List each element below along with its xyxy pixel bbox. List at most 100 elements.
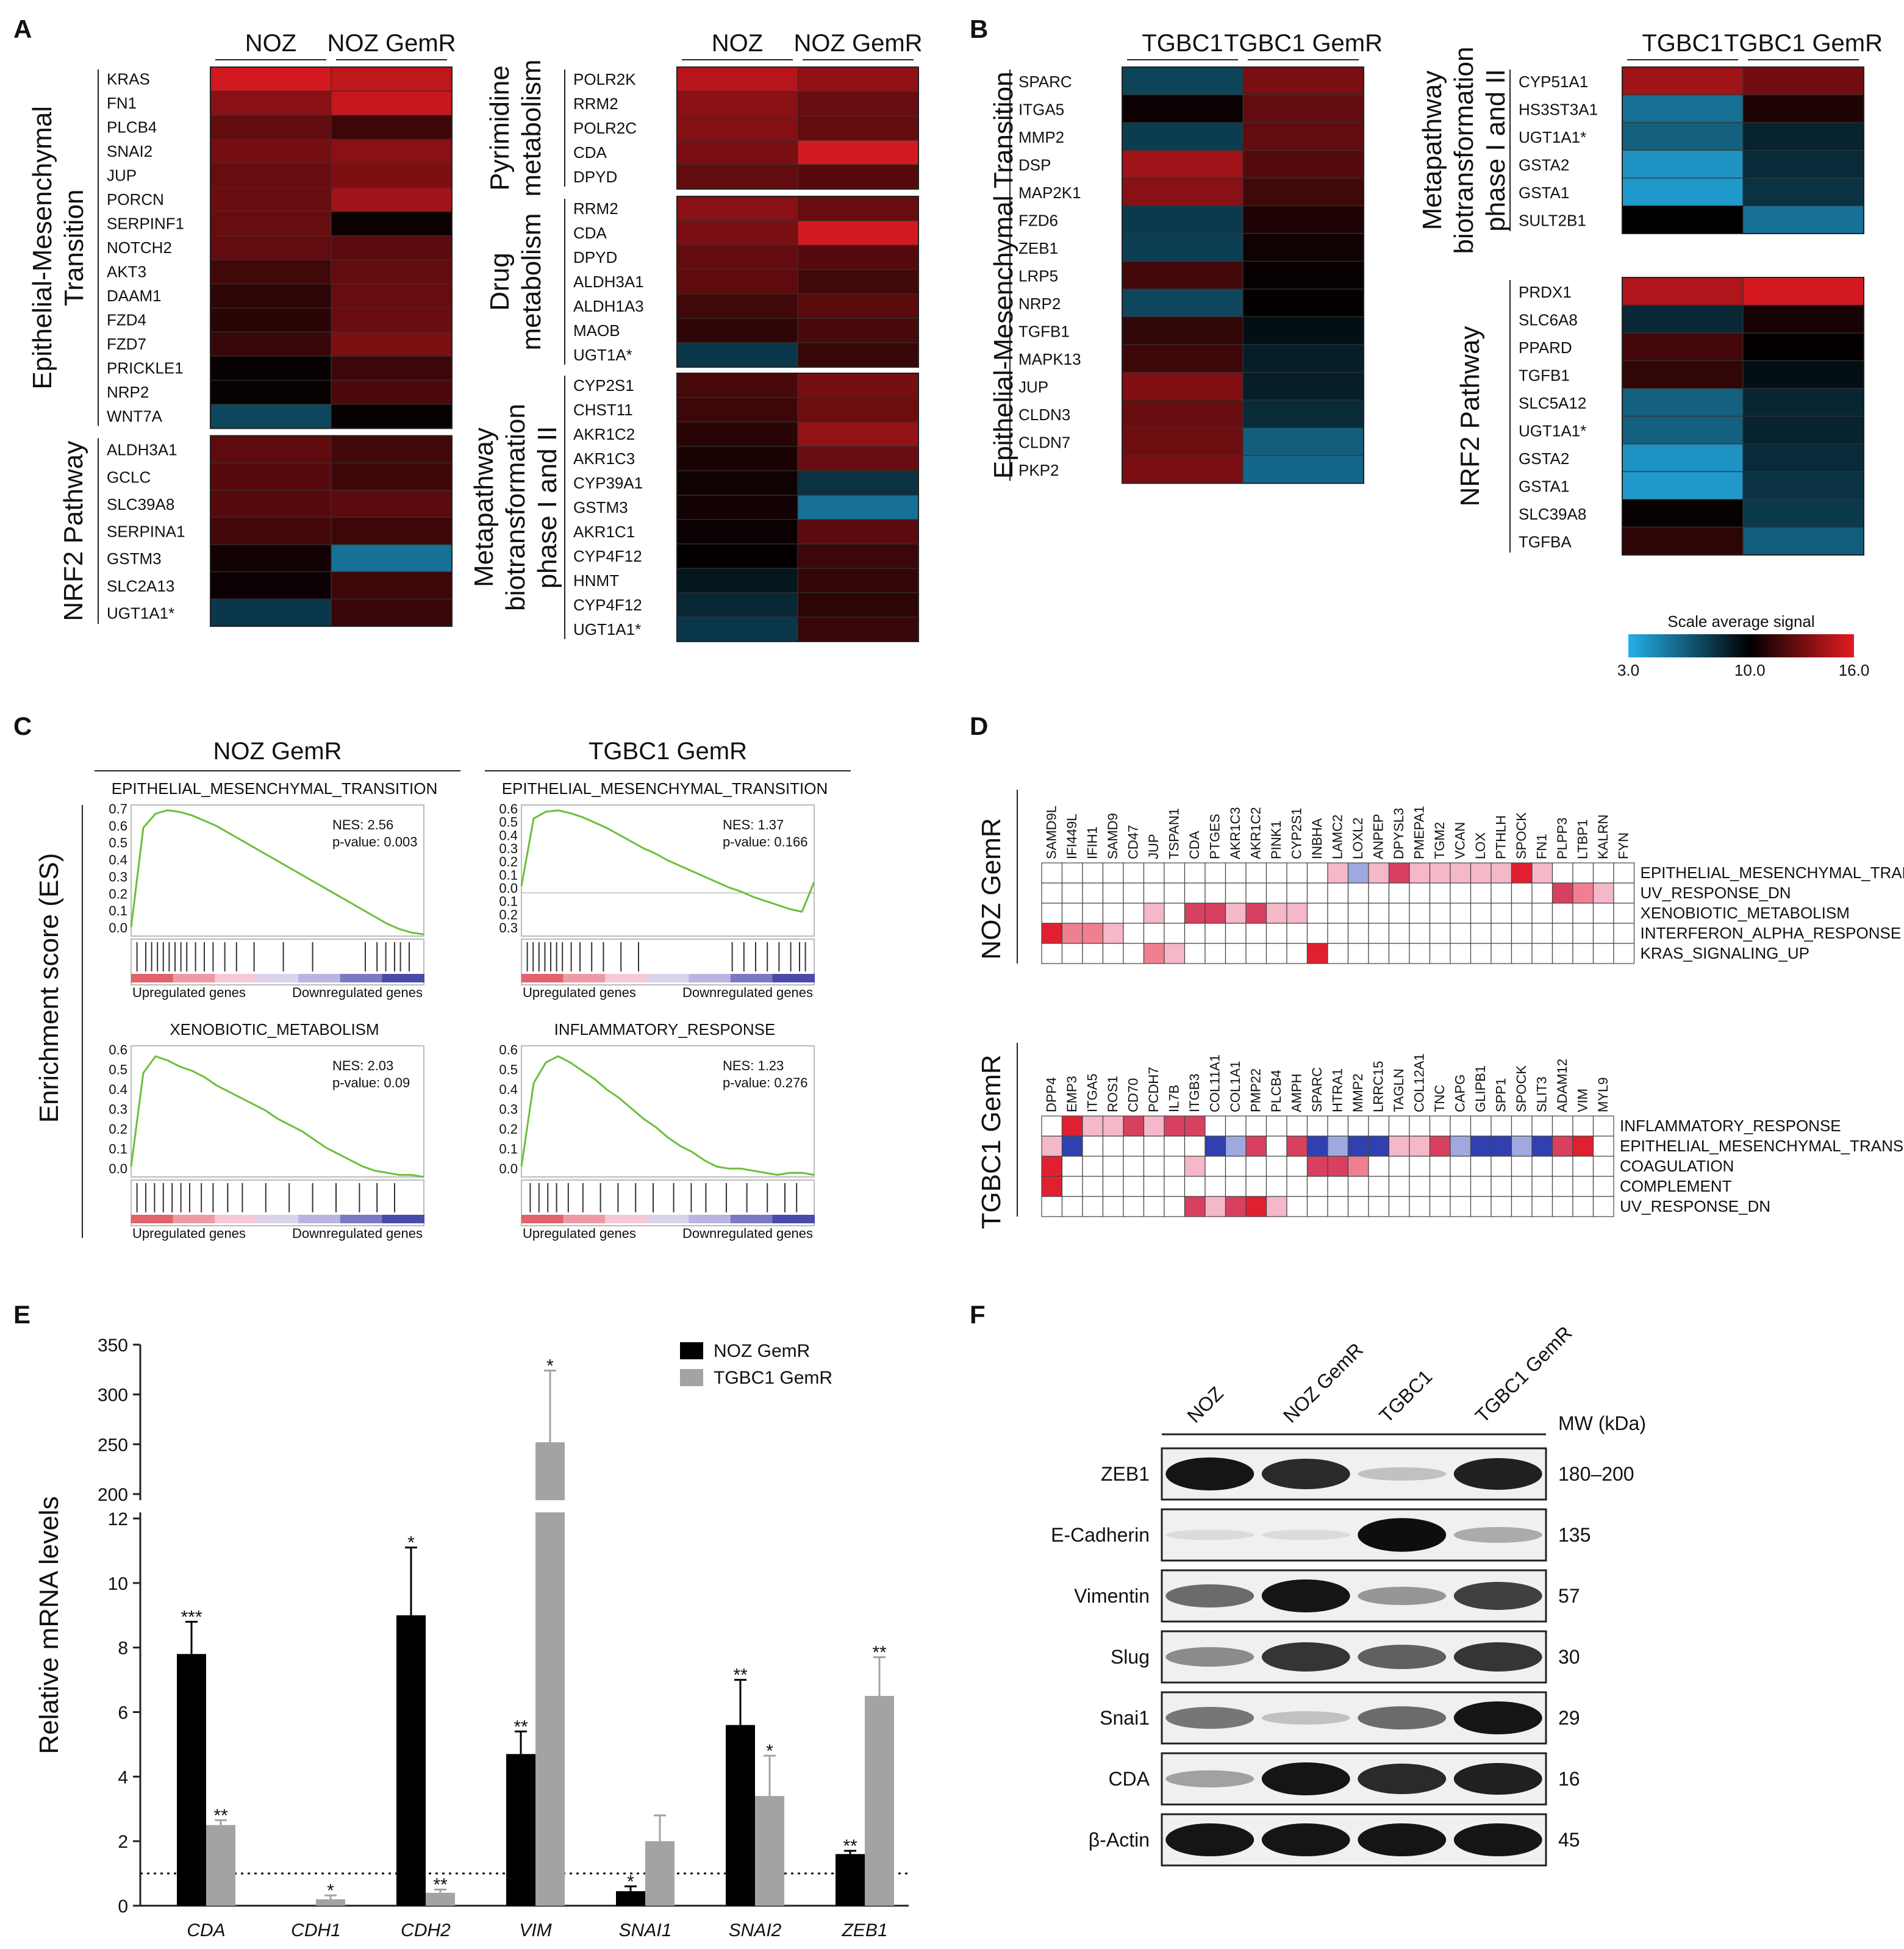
- f-protein-label: Vimentin: [1074, 1585, 1150, 1607]
- d-top-cell: [1613, 882, 1635, 904]
- d-bottom-cell: [1511, 1135, 1533, 1157]
- a-emt-heatmap-cell: [331, 404, 453, 429]
- a-emt-heatmap-cell: [331, 90, 453, 116]
- f-blot-band: [1453, 1642, 1542, 1672]
- d-top-cell: [1143, 903, 1165, 924]
- b-meta-heatmap-cell: [1742, 94, 1864, 123]
- a-meta-heatmap-cell: [797, 373, 919, 398]
- gsea-y-tick: 0.0: [499, 881, 518, 896]
- gsea-es-curve: [520, 809, 815, 913]
- b-emt-gene-label: PKP2: [1018, 461, 1059, 479]
- a-nrf2-heatmap-cell: [210, 544, 332, 573]
- d-bottom-cell: [1102, 1176, 1124, 1197]
- d-top-cell: [1184, 862, 1206, 884]
- e-bar: [535, 1442, 565, 1500]
- d-bottom-cell: [1102, 1196, 1124, 1217]
- a-emt-heatmap-cell: [210, 66, 332, 92]
- gsea-y-tick: 0.4: [499, 1082, 518, 1097]
- gsea-pvalue: p-value: 0.09: [332, 1075, 410, 1090]
- d-top-cell: [1204, 903, 1226, 924]
- b-right-condition-label: TGBC1 GemR: [1724, 30, 1883, 57]
- b-emt-heatmap-cell: [1242, 233, 1364, 262]
- d-top-cell: [1388, 923, 1410, 944]
- d-bottom-cell: [1245, 1176, 1267, 1197]
- d-top-cell: [1327, 923, 1349, 944]
- d-bottom-cell: [1061, 1156, 1083, 1177]
- b-nrf2-heatmap-cell: [1742, 499, 1864, 528]
- gsea-nes: NES: 1.23: [723, 1058, 784, 1073]
- d-bottom-cell: [1082, 1196, 1104, 1217]
- d-top-gene-label: DPYSL3: [1391, 808, 1406, 859]
- d-top-gene-label: INBHA: [1309, 818, 1325, 859]
- panel-letter-d: D: [970, 712, 988, 740]
- d-bottom-cell: [1491, 1156, 1512, 1177]
- gsea-rank-bar-segment: [730, 1215, 773, 1223]
- d-bottom-cell: [1491, 1135, 1512, 1157]
- b-nrf2-heatmap-cell: [1622, 415, 1744, 445]
- f-blot-band: [1358, 1467, 1447, 1481]
- f-blot-band: [1453, 1527, 1542, 1543]
- a-emt-gene-label: WNT7A: [107, 407, 163, 425]
- e-y-tick-label: 4: [118, 1767, 128, 1787]
- d-top-cell: [1470, 943, 1492, 964]
- d-top-row-label: UV_RESPONSE_DN: [1641, 884, 1791, 902]
- a-nrf2-heatmap-cell: [331, 544, 453, 573]
- gsea-y-tick: 0.4: [499, 828, 518, 843]
- d-top-cell: [1551, 903, 1573, 924]
- f-blot-band: [1358, 1518, 1447, 1552]
- d-bottom-cell: [1286, 1135, 1308, 1157]
- d-bottom-cell: [1551, 1196, 1573, 1217]
- gsea-rank-bar-segment: [382, 974, 424, 982]
- f-mw-label: 57: [1558, 1585, 1580, 1607]
- gsea-y-tick: 0.0: [499, 1161, 518, 1176]
- a-pyr-heatmap-cell: [676, 164, 798, 190]
- b-emt-heatmap-cell: [1122, 344, 1244, 373]
- e-y-tick-label: 300: [98, 1386, 128, 1406]
- b-emt-heatmap-cell: [1242, 177, 1364, 207]
- d-bottom-cell: [1450, 1115, 1472, 1137]
- b-nrf2-gene-label: GSTA2: [1519, 449, 1569, 468]
- b-emt-gene-label: CLDN3: [1018, 406, 1070, 424]
- d-top-cell: [1164, 943, 1186, 964]
- b-emt-heatmap-cell: [1122, 205, 1244, 234]
- e-y-axis-label: Relative mRNA levels: [34, 1496, 64, 1754]
- d-bottom-label: TGBC1 GemR: [976, 1054, 1006, 1229]
- d-top-cell: [1245, 923, 1267, 944]
- gsea-rank-bar-segment: [563, 974, 606, 982]
- d-bottom-cell: [1572, 1176, 1594, 1197]
- f-blot-band: [1165, 1770, 1254, 1787]
- panel-letter-e: E: [13, 1300, 30, 1329]
- d-top-cell: [1306, 862, 1328, 884]
- d-top-gene-label: SAMD9L: [1043, 806, 1059, 859]
- f-blot-band: [1453, 1823, 1542, 1856]
- gsea-y-tick: 0.3: [499, 1102, 518, 1117]
- panel-b: B TGBC1 TGBC1 GemRSPARCITGA5MMP2DSPMAP2K1F…: [970, 15, 1883, 679]
- a-drug-heatmap-cell: [797, 342, 919, 368]
- a-pyr-block-frame: [676, 66, 919, 190]
- f-lane-label: TGBC1: [1375, 1365, 1436, 1427]
- d-bottom-cell: [1041, 1156, 1063, 1177]
- a-pyr-heatmap-cell: [797, 115, 919, 141]
- gsea-rank-bar-segment: [173, 974, 216, 982]
- gsea-up-label: Upregulated genes: [523, 985, 636, 1000]
- gsea-plot: EPITHELIAL_MESENCHYMAL_TRANSITION0.70.60…: [109, 779, 437, 1000]
- scale-title: Scale average signal: [1667, 612, 1814, 631]
- gsea-pvalue: p-value: 0.003: [332, 834, 417, 849]
- b-emt-heatmap-cell: [1242, 344, 1364, 373]
- d-bottom-cell: [1143, 1115, 1165, 1137]
- gsea-rank-bar-segment: [340, 974, 383, 982]
- a-meta-heatmap-cell: [797, 397, 919, 423]
- e-y-tick-label: 350: [98, 1336, 128, 1356]
- gsea-y-tick: 0.6: [109, 1042, 127, 1057]
- d-bottom-cell: [1429, 1135, 1451, 1157]
- d-top-cell: [1041, 943, 1063, 964]
- b-emt-heatmap-cell: [1122, 371, 1244, 401]
- d-top-cell: [1286, 882, 1308, 904]
- d-top-cell: [1592, 943, 1614, 964]
- a-emt-heatmap-cell: [210, 259, 332, 285]
- gsea-y-tick: 0.4: [109, 853, 127, 868]
- e-significance-label: *: [407, 1533, 415, 1553]
- b-meta-heatmap-cell: [1622, 149, 1744, 179]
- d-bottom-row-label: INFLAMMATORY_RESPONSE: [1620, 1117, 1841, 1135]
- d-bottom-cell: [1123, 1135, 1145, 1157]
